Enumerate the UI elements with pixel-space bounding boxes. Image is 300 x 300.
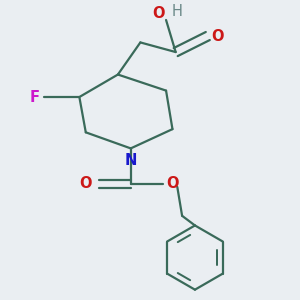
Text: O: O <box>152 6 164 21</box>
Text: O: O <box>80 176 92 191</box>
Text: N: N <box>124 153 137 168</box>
Text: H: H <box>172 4 183 20</box>
Text: O: O <box>166 176 179 191</box>
Text: F: F <box>29 89 39 104</box>
Text: O: O <box>211 28 224 44</box>
